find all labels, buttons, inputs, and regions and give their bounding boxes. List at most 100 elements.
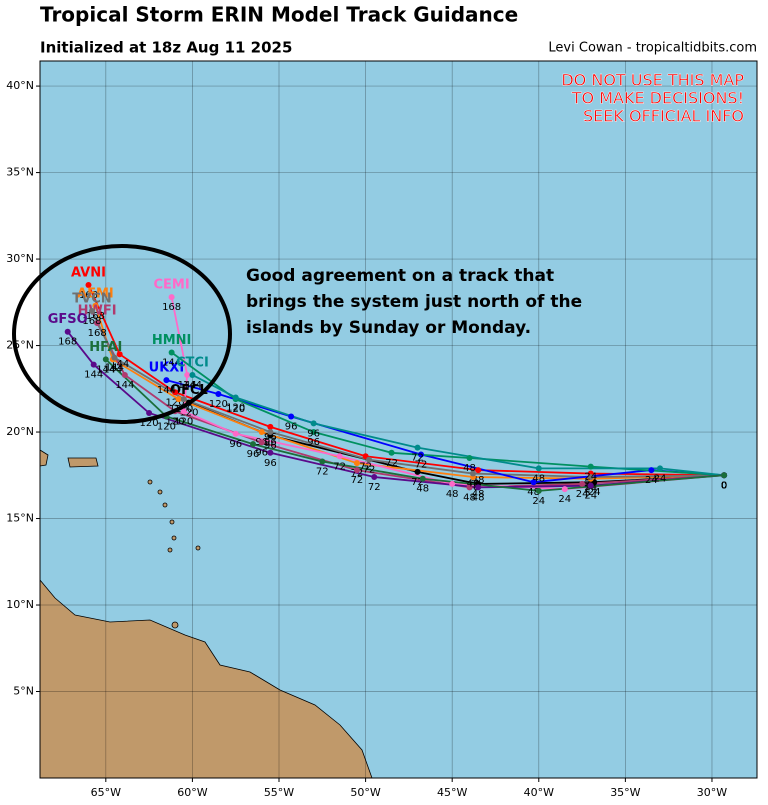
hour-label: 120 <box>226 402 245 413</box>
hour-label: 72 <box>411 477 424 488</box>
track-point <box>475 467 482 474</box>
track-point <box>232 394 239 401</box>
hour-label: 0 <box>721 480 727 491</box>
hour-label: 48 <box>467 482 480 493</box>
hour-label: 144 <box>110 359 129 370</box>
track-point <box>258 439 265 446</box>
hour-label: 120 <box>157 421 176 432</box>
model-label: GFSO <box>48 312 88 327</box>
x-tick-label: 65°W <box>91 786 121 799</box>
hour-label: 120 <box>226 404 245 415</box>
y-tick-label: 25°N <box>6 339 34 352</box>
hour-label: 144 <box>103 364 122 375</box>
hour-label: 120 <box>166 416 185 427</box>
track-point <box>172 389 179 396</box>
hour-label: 144 <box>157 385 176 396</box>
annotation-line: brings the system just north of the <box>246 292 582 312</box>
hour-label: 168 <box>86 311 105 322</box>
track-point <box>175 396 182 403</box>
y-tick-label: 5°N <box>13 685 34 698</box>
hour-label: 120 <box>179 408 198 419</box>
track-point <box>353 460 360 467</box>
hour-label: 24 <box>584 491 597 502</box>
model-label: AEMI <box>77 286 114 301</box>
tracks: 024487296120OFCL024487296120144168AVNI02… <box>48 266 728 507</box>
hour-label: 48 <box>463 463 476 474</box>
hour-label: 72 <box>359 461 372 472</box>
hour-label: 48 <box>463 492 476 503</box>
track-point <box>189 371 196 378</box>
hour-label: 168 <box>162 302 181 313</box>
hour-label: 96 <box>229 439 242 450</box>
track-point <box>168 294 175 301</box>
track-point <box>310 420 317 427</box>
hour-label: 96 <box>264 437 277 448</box>
x-tick-label: 60°W <box>177 786 207 799</box>
hour-label: 0 <box>721 480 727 491</box>
y-tick-label: 15°N <box>6 512 34 525</box>
title: Tropical Storm ERIN Model Track Guidance <box>40 3 518 27</box>
hour-label: 48 <box>532 473 545 484</box>
hour-label: 144 <box>105 363 124 374</box>
hour-label: 0 <box>721 480 727 491</box>
track-point <box>587 463 594 470</box>
track-point <box>587 482 594 489</box>
model-label: TVCN <box>72 291 111 306</box>
hour-label: 120 <box>174 416 193 427</box>
hour-label: 120 <box>209 399 228 410</box>
track-point <box>85 282 92 289</box>
warning-line: DO NOT USE THIS MAP <box>561 71 744 90</box>
track-point <box>90 361 97 368</box>
track-point <box>180 408 187 415</box>
hour-label: 48 <box>446 489 459 500</box>
hour-label: 72 <box>368 482 381 493</box>
track-point <box>414 444 421 451</box>
track-point <box>92 302 99 309</box>
track-point <box>94 320 101 327</box>
x-tick-label: 35°W <box>610 786 640 799</box>
track-point <box>388 449 395 456</box>
hour-label: 0 <box>721 480 727 491</box>
track-point <box>418 451 425 458</box>
x-tick-label: 45°W <box>437 786 467 799</box>
hour-label: 144 <box>183 380 202 391</box>
track-point <box>466 454 473 461</box>
track-point <box>267 449 274 456</box>
hour-label: 24 <box>576 489 589 500</box>
model-label: HMNI <box>152 333 192 348</box>
track-point <box>721 472 728 479</box>
hour-label: 0 <box>721 480 727 491</box>
track-line <box>91 310 725 478</box>
track-point <box>336 453 343 460</box>
grid: 65°W 60°W 55°W 50°W 45°W 40°W 35°W 30°W 5°N 10°N 1… <box>6 61 757 799</box>
track-point <box>366 456 373 463</box>
track-point <box>449 480 456 487</box>
hour-label: 48 <box>472 475 485 486</box>
hour-label: 24 <box>588 487 601 498</box>
hour-label: 24 <box>532 496 545 507</box>
track-point <box>116 351 123 358</box>
track-point <box>419 475 426 482</box>
track-line <box>87 284 725 477</box>
track-line <box>170 296 725 491</box>
track-point <box>530 479 537 486</box>
hour-label: 168 <box>82 316 101 327</box>
hour-label: 120 <box>140 418 159 429</box>
hour-label: 96 <box>307 428 320 439</box>
hour-label: 96 <box>247 449 260 460</box>
track-point <box>250 441 257 448</box>
model-label: HFAI <box>89 340 122 355</box>
hour-label: 144 <box>178 380 197 391</box>
track-point <box>168 349 175 356</box>
hour-label: 144 <box>84 370 103 381</box>
land <box>40 449 373 778</box>
track-point <box>258 429 265 436</box>
warning: DO NOT USE THIS MAP TO MAKE DECISIONS! S… <box>561 70 744 125</box>
track-point <box>353 467 360 474</box>
warning-line: TO MAKE DECISIONS! <box>571 89 744 108</box>
track-point <box>657 465 664 472</box>
hour-label: 96 <box>264 432 277 443</box>
subtitle: Initialized at 18z Aug 11 2025 <box>40 39 292 57</box>
hour-label: 72 <box>385 458 398 469</box>
